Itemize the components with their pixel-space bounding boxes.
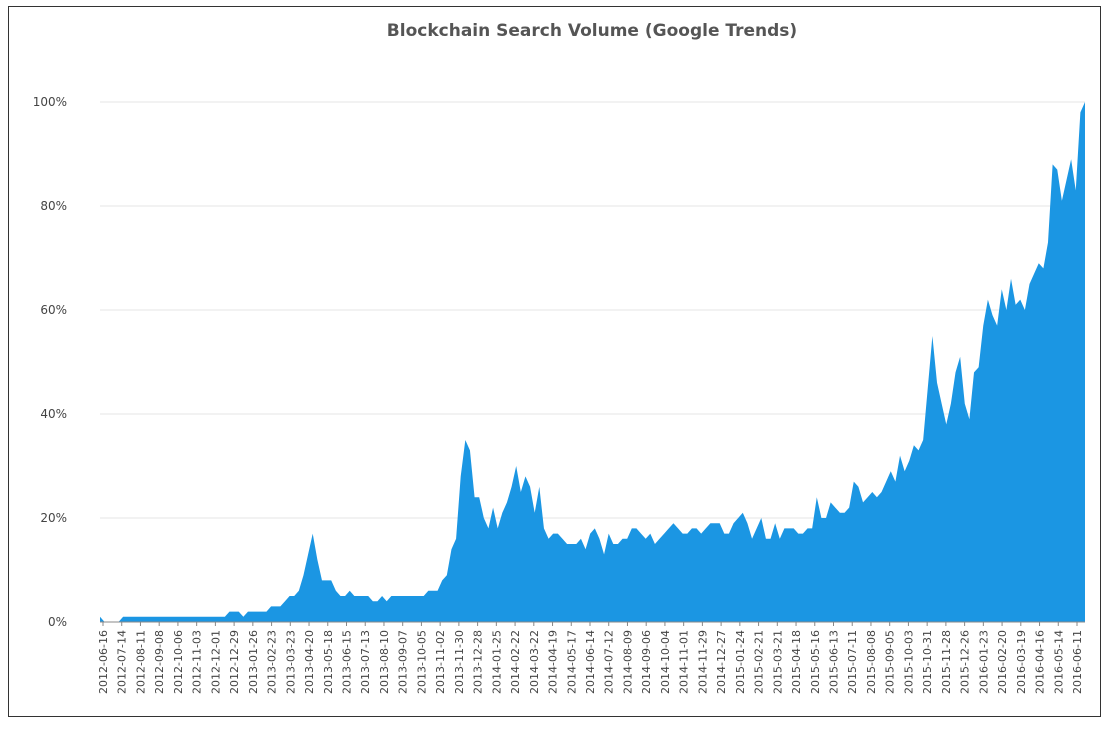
x-tick-label: 2016-02-20 — [996, 630, 1009, 694]
x-tick-label: 2013-04-20 — [303, 630, 316, 694]
x-tick-label: 2015-01-24 — [734, 630, 747, 694]
x-tick-label: 2014-04-19 — [547, 630, 560, 694]
x-tick-label: 2014-09-06 — [640, 630, 653, 694]
y-tick-label: 20% — [40, 511, 67, 525]
x-tick-label: 2015-05-16 — [809, 630, 822, 694]
x-tick-label: 2015-11-28 — [940, 630, 953, 694]
x-tick-label: 2012-12-01 — [209, 630, 222, 694]
y-tick-label: 100% — [33, 95, 67, 109]
x-tick-label: 2015-10-03 — [902, 630, 915, 694]
x-tick-label: 2013-06-15 — [341, 630, 354, 694]
x-tick-label: 2013-08-10 — [378, 630, 391, 694]
search-volume-area — [100, 102, 1085, 622]
y-tick-label: 80% — [40, 199, 67, 213]
x-tick-label: 2014-10-04 — [659, 630, 672, 694]
x-tick-label: 2012-06-16 — [97, 630, 110, 694]
x-tick-label: 2012-10-06 — [172, 630, 185, 694]
x-tick-label: 2014-07-12 — [603, 630, 616, 694]
x-tick-labels: 2012-06-16 2012-07-14 2012-08-11 2012-09-08… — [97, 622, 1084, 694]
y-tick-labels: 0% 20% 40% 60% 80% 100% — [33, 95, 67, 629]
x-tick-label: 2013-12-28 — [472, 630, 485, 694]
x-tick-label: 2016-06-11 — [1071, 630, 1084, 694]
x-tick-label: 2013-11-02 — [434, 630, 447, 694]
x-tick-label: 2015-03-21 — [771, 630, 784, 694]
x-tick-label: 2016-01-23 — [977, 630, 990, 694]
x-tick-label: 2012-12-29 — [228, 630, 241, 694]
x-tick-label: 2015-06-13 — [828, 630, 841, 694]
x-tick-label: 2012-11-03 — [191, 630, 204, 694]
x-tick-label: 2013-09-07 — [397, 630, 410, 694]
x-tick-label: 2015-04-18 — [790, 630, 803, 694]
x-tick-label: 2015-10-31 — [921, 630, 934, 694]
x-tick-label: 2014-03-22 — [528, 630, 541, 694]
x-tick-label: 2013-05-18 — [322, 630, 335, 694]
x-tick-label: 2015-07-11 — [846, 630, 859, 694]
x-tick-label: 2012-09-08 — [153, 630, 166, 694]
x-tick-label: 2014-08-09 — [622, 630, 635, 694]
x-tick-label: 2014-06-14 — [584, 630, 597, 694]
x-tick-label: 2015-09-05 — [884, 630, 897, 694]
x-tick-label: 2012-07-14 — [116, 630, 129, 694]
x-tick-label: 2012-08-11 — [135, 630, 148, 694]
y-tick-label: 40% — [40, 407, 67, 421]
x-tick-label: 2013-07-13 — [359, 630, 372, 694]
x-tick-label: 2016-04-16 — [1034, 630, 1047, 694]
x-tick-label: 2015-12-26 — [959, 630, 972, 694]
x-tick-label: 2016-03-19 — [1015, 630, 1028, 694]
x-tick-label: 2014-11-29 — [696, 630, 709, 694]
x-tick-label: 2014-01-25 — [490, 630, 503, 694]
y-tick-label: 0% — [48, 615, 67, 629]
x-tick-label: 2016-05-14 — [1052, 630, 1065, 694]
x-tick-label: 2013-03-23 — [284, 630, 297, 694]
x-tick-label: 2013-10-05 — [415, 630, 428, 694]
x-tick-label: 2013-11-30 — [453, 630, 466, 694]
x-tick-label: 2015-02-21 — [753, 630, 766, 694]
x-tick-label: 2013-02-23 — [266, 630, 279, 694]
x-tick-label: 2014-12-27 — [715, 630, 728, 694]
x-tick-label: 2013-01-26 — [247, 630, 260, 694]
x-tick-label: 2014-11-01 — [678, 630, 691, 694]
x-tick-label: 2015-08-08 — [865, 630, 878, 694]
chart-title: Blockchain Search Volume (Google Trends) — [387, 21, 797, 41]
y-tick-label: 60% — [40, 303, 67, 317]
x-tick-label: 2014-02-22 — [509, 630, 522, 694]
x-tick-label: 2014-05-17 — [565, 630, 578, 694]
